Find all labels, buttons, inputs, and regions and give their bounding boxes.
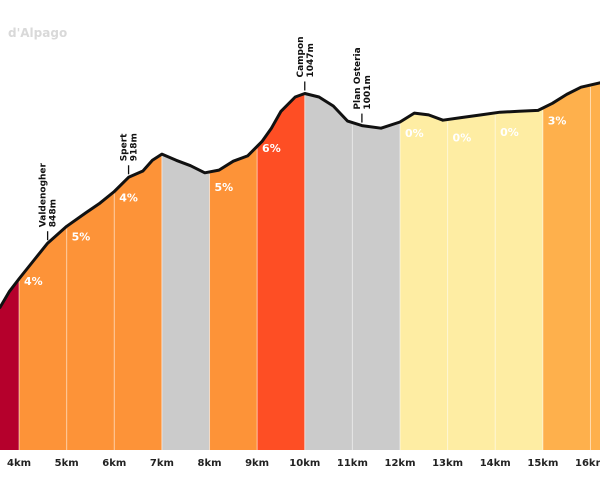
grade-label: 0%: [453, 132, 472, 145]
grade-label: 3%: [548, 114, 567, 127]
waypoint-label: Campon1047m: [296, 36, 316, 77]
waypoint-label: Spert918m: [120, 133, 140, 161]
x-tick-label: 6km: [102, 458, 126, 469]
x-tick-label: 10km: [289, 458, 320, 469]
grade-label: 5%: [72, 230, 91, 243]
gradient-segment-3: [161, 154, 210, 450]
grade-label: 0%: [500, 126, 519, 139]
waypoint-marker: Valdenogher848m: [39, 162, 59, 241]
elevation-profile-line: [0, 81, 600, 309]
gradient-segment-4: [209, 146, 258, 450]
x-tick-label: 14km: [480, 458, 511, 469]
gradient-segment-5: [257, 93, 305, 450]
x-tick-label: 16km: [575, 458, 600, 469]
waypoint-marker: Spert918m: [120, 133, 140, 175]
grade-label: 6%: [262, 142, 281, 155]
grade-label: 0%: [405, 127, 424, 140]
x-tick-label: 8km: [197, 458, 221, 469]
x-tick-label: 13km: [432, 458, 463, 469]
gradient-segment-7: [400, 108, 543, 450]
brand-watermark: d'Alpago: [8, 26, 68, 40]
x-tick-label: 9km: [245, 458, 269, 469]
gradient-segment-8: [542, 82, 600, 451]
grade-label: 5%: [214, 181, 233, 194]
x-tick-label: 15km: [527, 458, 558, 469]
grade-label: 4%: [119, 191, 138, 204]
x-tick-label: 4km: [7, 458, 31, 469]
gradient-segment-1: [0, 278, 19, 450]
x-tick-label: 7km: [150, 458, 174, 469]
waypoint-label: Plan Osteria1001m: [353, 47, 373, 109]
waypoint-label: Valdenogher848m: [39, 162, 59, 227]
x-tick-label: 11km: [337, 458, 368, 469]
waypoint-marker: Campon1047m: [296, 36, 316, 91]
grade-label: 4%: [24, 275, 43, 288]
x-tick-label: 5km: [55, 458, 79, 469]
gradient-segment-2: [19, 154, 162, 450]
waypoint-marker: Plan Osteria1001m: [353, 47, 373, 123]
x-tick-label: 12km: [385, 458, 416, 469]
